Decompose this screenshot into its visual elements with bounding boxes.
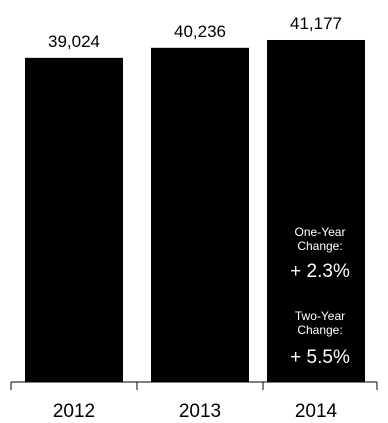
bars-group	[25, 39, 365, 383]
x-tick-label-2013: 2013	[179, 401, 221, 422]
two-year-change-value: + 5.5%	[290, 347, 350, 368]
x-tick-labels-group: 2012 2013 2014	[53, 401, 338, 422]
x-tick-label-2014: 2014	[295, 401, 338, 422]
one-year-label-line1: One-Year	[295, 225, 346, 239]
value-label-2013: 40,236	[174, 22, 226, 41]
bar-2013	[151, 47, 249, 383]
change-annotations: One-Year Change: + 2.3% Two-Year Change:…	[290, 225, 350, 368]
bar-2012	[25, 57, 123, 382]
value-label-2014: 41,177	[290, 14, 342, 33]
x-tick-label-2012: 2012	[53, 401, 95, 422]
bar-2014	[267, 39, 365, 383]
two-year-label-line2: Change:	[297, 323, 342, 337]
one-year-label-line2: Change:	[297, 239, 342, 253]
value-labels-group: 39,024 40,236 41,177	[48, 14, 342, 51]
value-label-2012: 39,024	[48, 32, 100, 51]
two-year-label-line1: Two-Year	[295, 309, 345, 323]
one-year-change-value: + 2.3%	[290, 261, 350, 282]
